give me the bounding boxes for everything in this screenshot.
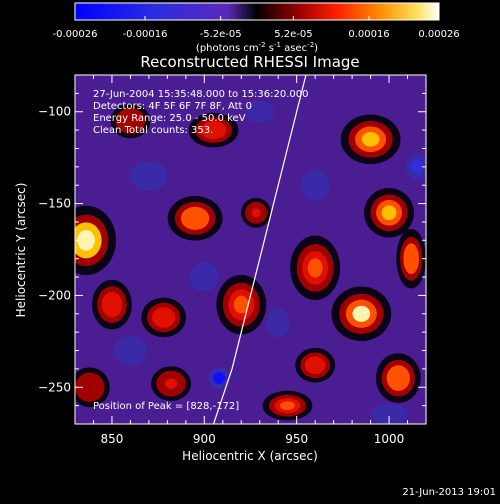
colorbar-tick-label: 0.00016: [348, 29, 389, 40]
colorbar-tick-label: -0.00016: [123, 29, 168, 40]
heatmap-blob-peak: [186, 211, 204, 225]
colorbar: [74, 2, 440, 21]
heatmap-blob-peak: [280, 401, 295, 411]
y-tick-label: −100: [38, 105, 71, 119]
heatmap-blob-peak: [106, 297, 118, 312]
y-axis-title: Heliocentric Y (arcsec): [14, 183, 28, 318]
colorbar-tick-label: -5.2e-05: [200, 29, 242, 40]
heatmap-blob-peak: [381, 205, 397, 221]
plot-area: [75, 75, 426, 424]
render-timestamp: 21-Jun-2013 19:01: [402, 487, 496, 498]
x-axis-ticks: 850 900 950 1000: [74, 75, 427, 446]
colorbar-tick-label: 5.2e-05: [274, 29, 312, 40]
heatmap-blob-core: [138, 167, 160, 185]
x-tick-label: 1000: [374, 432, 405, 446]
heatmap-blob-peak: [309, 360, 322, 371]
heatmap-blob-core: [307, 177, 324, 194]
heatmap-blob-peak: [157, 311, 171, 324]
heatmap-blob-core: [196, 268, 213, 286]
heatmap-blob-peak: [391, 370, 405, 386]
colorbar-ticks: [74, 16, 440, 20]
heatmap-blob-peak: [83, 381, 96, 394]
heatmap-blob-peak: [77, 230, 95, 251]
x-tick-label: 950: [285, 432, 308, 446]
annotation-time: 27-Jun-2004 15:35:48.000 to 15:36:20.000: [93, 89, 309, 100]
heatmap-blob-core: [272, 314, 285, 332]
x-axis-title: Heliocentric X (arcsec): [182, 449, 318, 463]
heatmap-blob-core: [251, 105, 268, 118]
heatmap-blob-core: [121, 342, 140, 359]
y-tick-label: −200: [38, 288, 71, 302]
heatmap-blob-peak: [124, 115, 137, 127]
colorbar-units: (photons cm-2 s-1 asec-2): [196, 41, 318, 54]
annotation-clean: Clean Total counts: 353.: [93, 125, 213, 136]
heatmap-blob-peak: [406, 249, 416, 268]
annotation-energy: Energy Range: 25.0 - 50.0 keV: [93, 113, 246, 124]
colorbar-tick-label: 0.00026: [418, 29, 459, 40]
colorbar-tick-labels: -0.00026 -0.00016 -5.2e-05 5.2e-05 0.00016 0.…: [53, 29, 460, 40]
heatmap-blob-core: [410, 159, 423, 174]
y-tick-label: −150: [38, 197, 71, 211]
heatmap-blob-core: [212, 372, 226, 385]
heatmap-blob-peak: [352, 305, 371, 322]
chart-title: Reconstructed RHESSI Image: [140, 53, 359, 71]
y-tick-label: −250: [38, 380, 71, 394]
colorbar-tick-label: -0.00026: [53, 29, 98, 40]
x-tick-label: 850: [100, 432, 123, 446]
heatmap-blob-peak: [165, 378, 177, 389]
heatmap-blob-peak: [307, 258, 323, 278]
plot-frame: [74, 74, 427, 425]
solar-limb-line: [212, 75, 307, 424]
annotation-peak: Position of Peak = [828,-172]: [93, 401, 239, 412]
annotation-detectors: Detectors: 4F 5F 6F 7F 8F, Att 0: [93, 101, 252, 112]
y-axis-ticks: −250 −200 −150 −100: [38, 74, 426, 425]
heatmap-blob-peak: [361, 131, 380, 147]
x-tick-label: 900: [193, 432, 216, 446]
heatmap-blob-peak: [206, 124, 221, 136]
heatmap-blob-core: [378, 408, 400, 421]
heatmap-blob-peak: [251, 208, 261, 218]
heatmap-blobs: [75, 100, 426, 424]
heatmap-blob-peak: [233, 295, 249, 314]
